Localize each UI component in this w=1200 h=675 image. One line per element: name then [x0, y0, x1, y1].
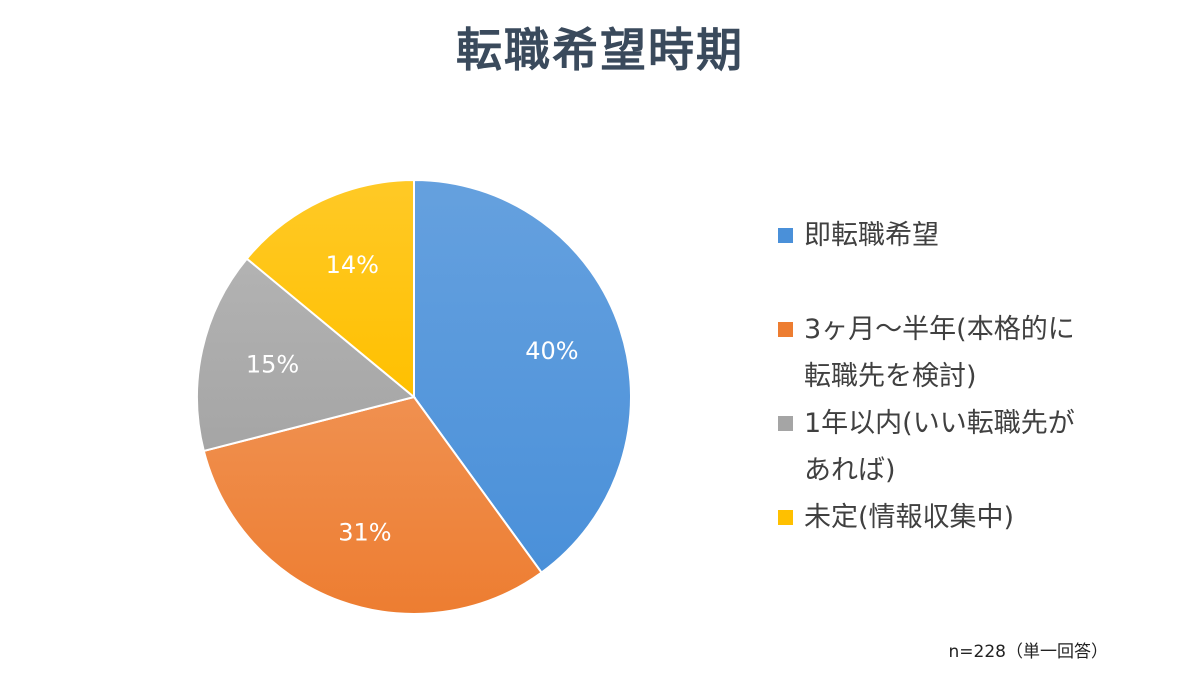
- pie-slice-4: [245, 178, 415, 400]
- legend-label-1: 即転職希望: [804, 220, 939, 251]
- sample-note: n=228（単一回答）: [948, 642, 1108, 662]
- slice-label-3: 15%: [246, 350, 299, 378]
- pie-slice-3: [196, 257, 417, 453]
- slice-label-1: 40%: [525, 337, 578, 365]
- legend-label-3: 1年以内(いい転職先が あれば): [804, 408, 1075, 486]
- pie-slice-1: [413, 178, 632, 574]
- legend-label-4: 未定(情報収集中): [804, 502, 1015, 533]
- legend-swatch-4: [778, 510, 793, 525]
- legend-swatch-1: [778, 228, 793, 243]
- pie-slice-2: [202, 395, 543, 615]
- chart-title: 転職希望時期: [456, 23, 744, 77]
- slice-label-4: 14%: [326, 251, 379, 279]
- slice-label-2: 31%: [338, 518, 391, 546]
- legend-swatch-2: [778, 322, 793, 337]
- legend-swatch-3: [778, 416, 793, 431]
- legend-label-2: 3ヶ月〜半年(本格的に 転職先を検討): [804, 314, 1075, 392]
